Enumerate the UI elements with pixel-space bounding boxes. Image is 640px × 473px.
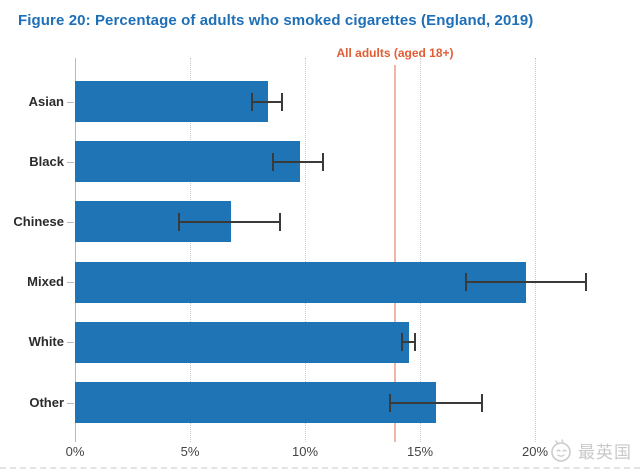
- y-axis-line: [75, 58, 76, 442]
- error-bar-cap-high: [278, 212, 281, 231]
- watermark-text: 最英国: [578, 442, 632, 462]
- category-label-mixed: Mixed: [27, 274, 64, 290]
- category-tick: [67, 221, 74, 223]
- error-bar-mixed: [466, 281, 586, 284]
- x-axis-tick-label: 10%: [291, 444, 319, 459]
- error-bar-cap-high: [584, 273, 587, 292]
- error-bar-cap-low: [177, 212, 180, 231]
- error-bar-cap-low: [465, 273, 467, 292]
- category-label-asian: Asian: [28, 93, 64, 109]
- error-bar-cap-high: [414, 333, 417, 352]
- gridline-5%: [190, 58, 191, 442]
- category-label-chinese: Chinese: [13, 213, 64, 229]
- error-bar-other: [390, 401, 483, 404]
- error-bar-cap-low: [271, 152, 274, 171]
- watermark: 最英国: [548, 437, 632, 463]
- category-label-black: Black: [29, 153, 64, 169]
- x-axis-tick-label: 15%: [406, 444, 434, 459]
- error-bar-white: [401, 341, 416, 344]
- category-tick: [67, 342, 74, 344]
- bottom-dashed-divider: [0, 467, 640, 469]
- smiley-face-logo-icon: [551, 439, 571, 462]
- all-adults-reference-line: [393, 65, 396, 442]
- bar-other: [75, 382, 437, 423]
- category-tick: [67, 161, 74, 163]
- bar-mixed: [75, 261, 526, 303]
- gridline-15%: [420, 58, 421, 442]
- error-bar-cap-low: [389, 393, 392, 412]
- error-bar-cap-low: [400, 333, 403, 352]
- error-bar-cap-high: [322, 152, 325, 171]
- gridline-20%: [535, 58, 536, 442]
- error-bar-chinese: [178, 220, 280, 223]
- reference-line-label: All adults (aged 18+): [336, 46, 454, 60]
- category-label-other: Other: [29, 394, 64, 410]
- error-bar-cap-high: [281, 92, 283, 111]
- bar-asian: [75, 81, 269, 122]
- category-tick: [67, 282, 74, 284]
- bar-white: [75, 321, 409, 363]
- x-axis-tick-label: 0%: [65, 444, 85, 459]
- chart-title: Figure 20: Percentage of adults who smok…: [18, 12, 534, 29]
- category-label-white: White: [28, 334, 64, 350]
- gridline-10%: [305, 58, 306, 442]
- error-bar-asian: [252, 100, 282, 103]
- error-bar-cap-low: [251, 92, 254, 111]
- error-bar-black: [272, 160, 324, 163]
- x-axis-tick-label: 5%: [180, 444, 200, 459]
- category-tick: [67, 101, 74, 103]
- error-bar-cap-high: [481, 393, 484, 412]
- category-tick: [67, 402, 74, 404]
- x-axis-tick-label: 20%: [521, 444, 549, 459]
- bar-black: [75, 141, 301, 183]
